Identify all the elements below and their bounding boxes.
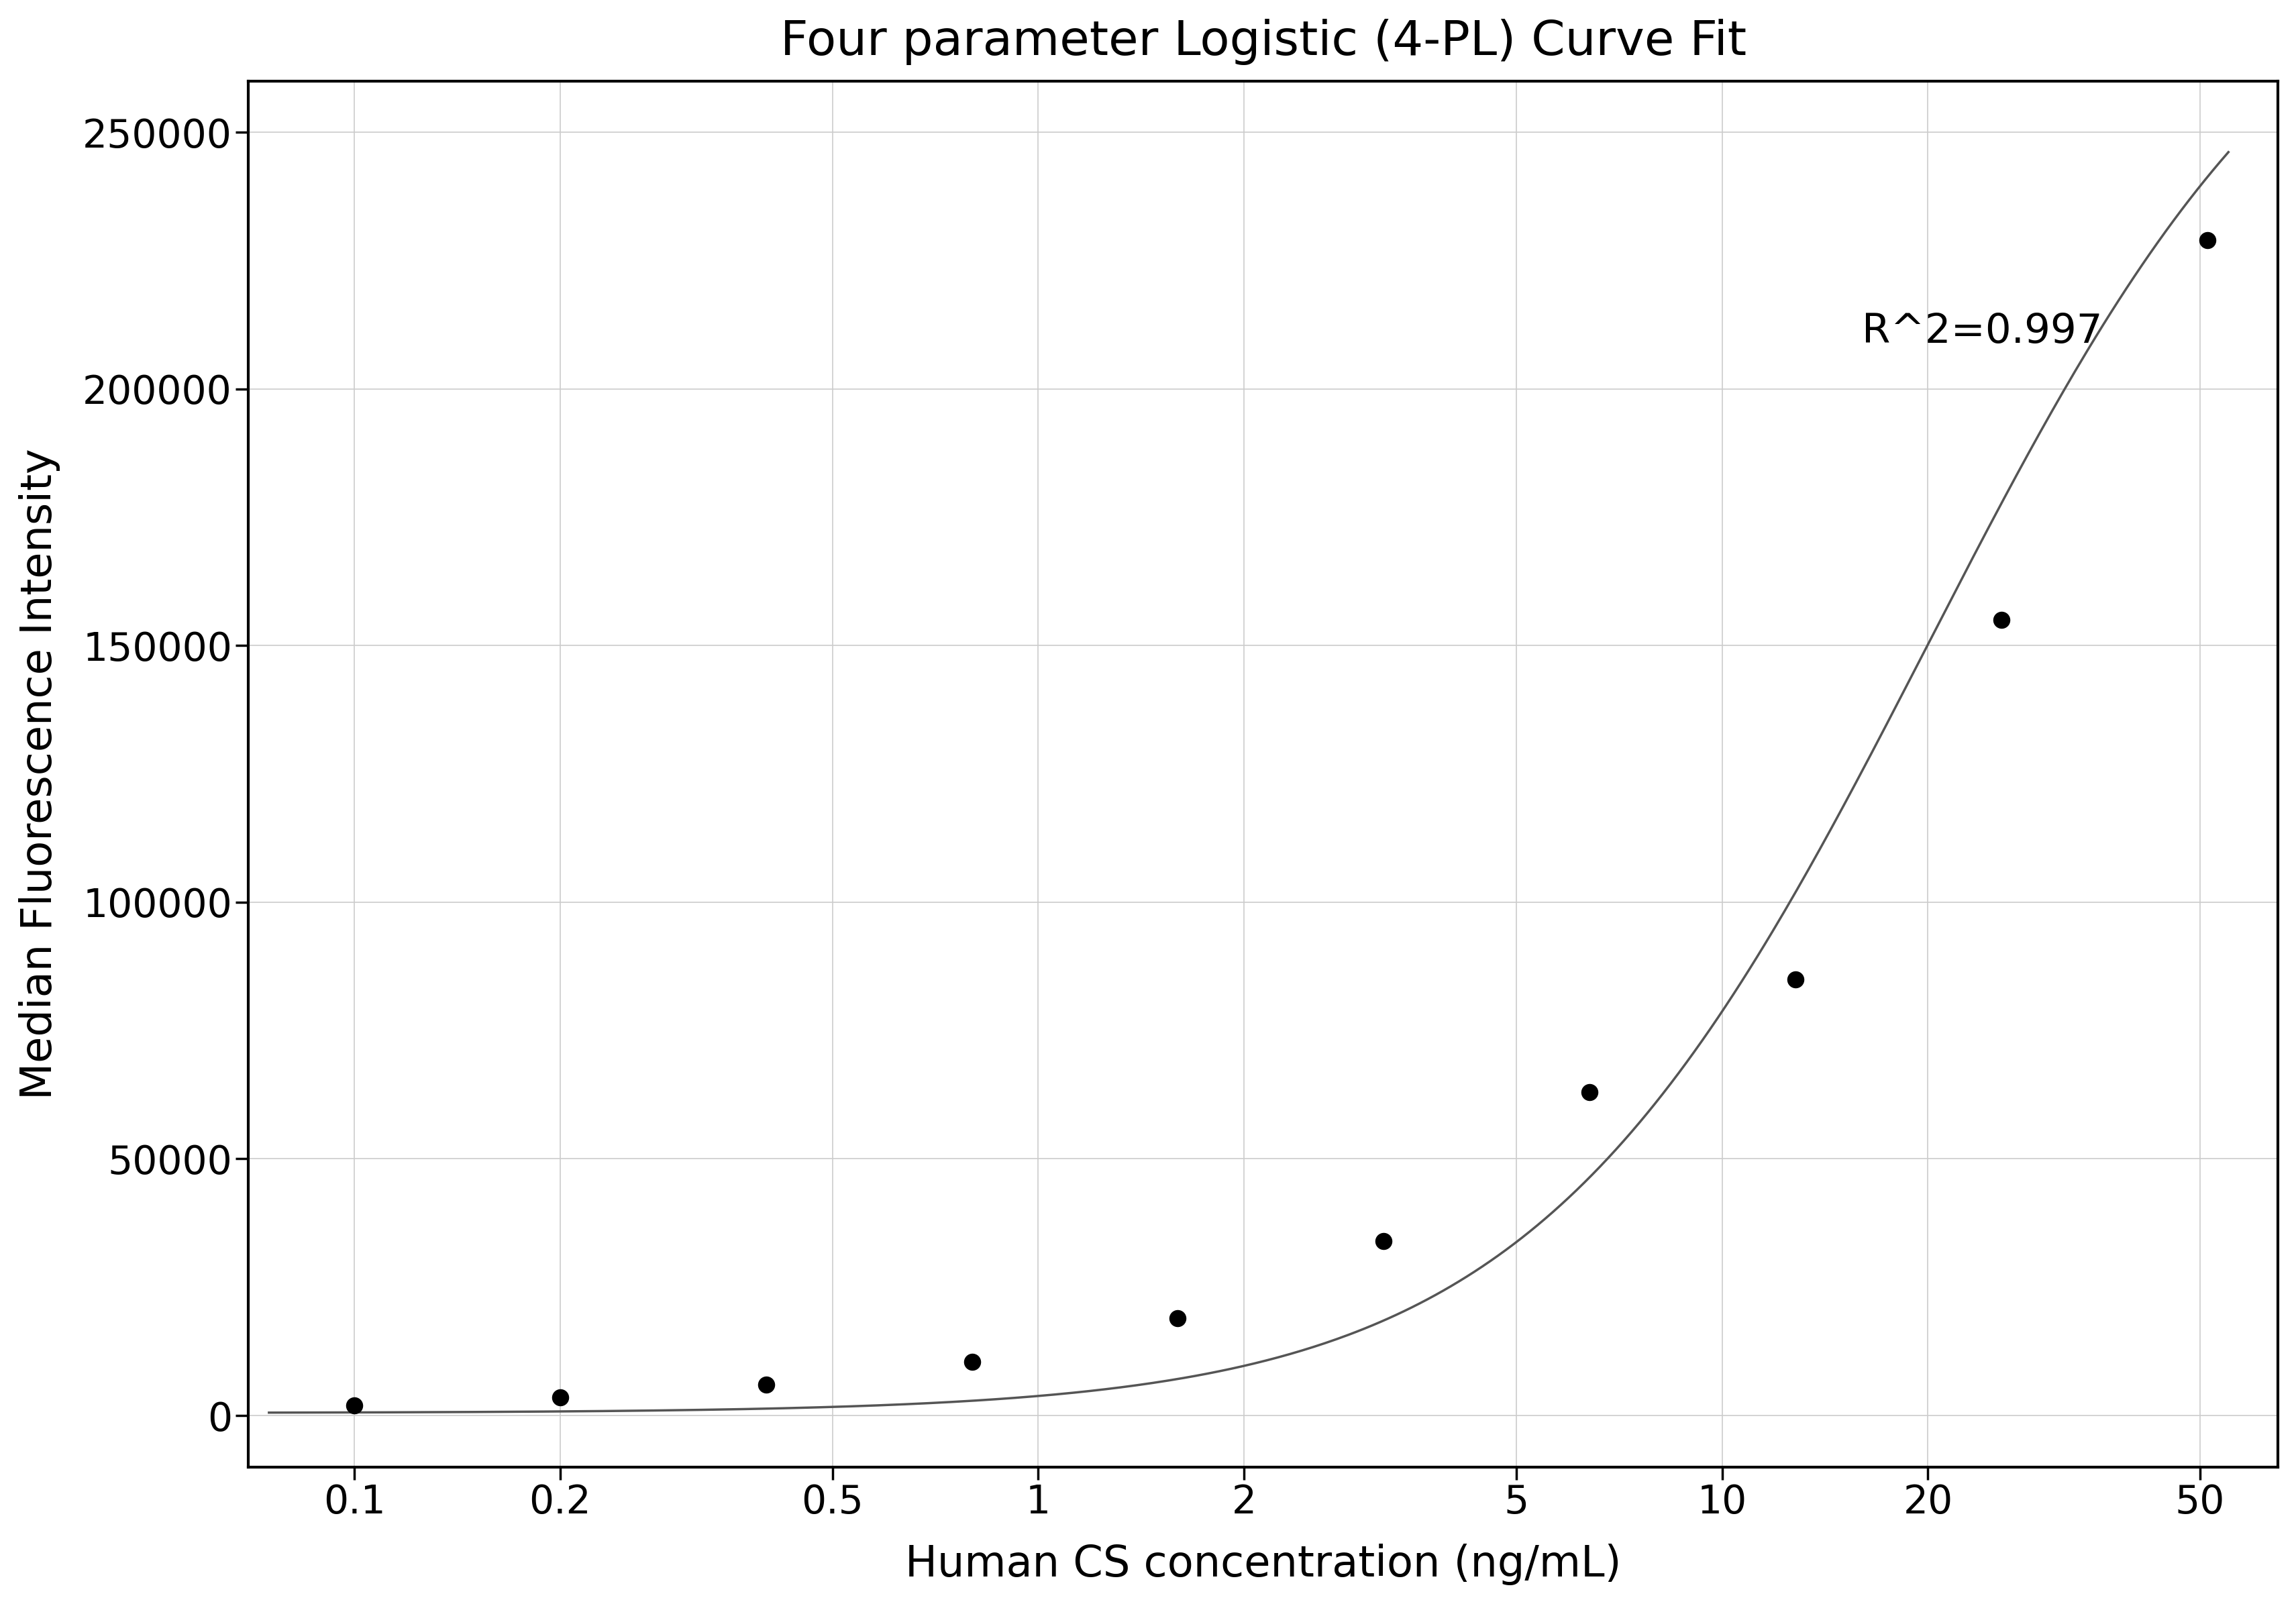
Point xyxy=(2188,228,2225,253)
Point xyxy=(953,1349,990,1375)
X-axis label: Human CS concentration (ng/mL): Human CS concentration (ng/mL) xyxy=(905,1543,1621,1585)
Point xyxy=(335,1392,372,1418)
Point xyxy=(1777,966,1814,991)
Point xyxy=(542,1384,579,1410)
Title: Four parameter Logistic (4-PL) Curve Fit: Four parameter Logistic (4-PL) Curve Fit xyxy=(781,19,1745,64)
Text: R^2=0.997: R^2=0.997 xyxy=(1862,311,2101,351)
Point xyxy=(748,1371,785,1397)
Point xyxy=(1981,606,2018,632)
Y-axis label: Median Fluorescence Intensity: Median Fluorescence Intensity xyxy=(18,448,60,1099)
Point xyxy=(1364,1229,1401,1254)
Point xyxy=(1159,1306,1196,1331)
Point xyxy=(1570,1079,1607,1105)
